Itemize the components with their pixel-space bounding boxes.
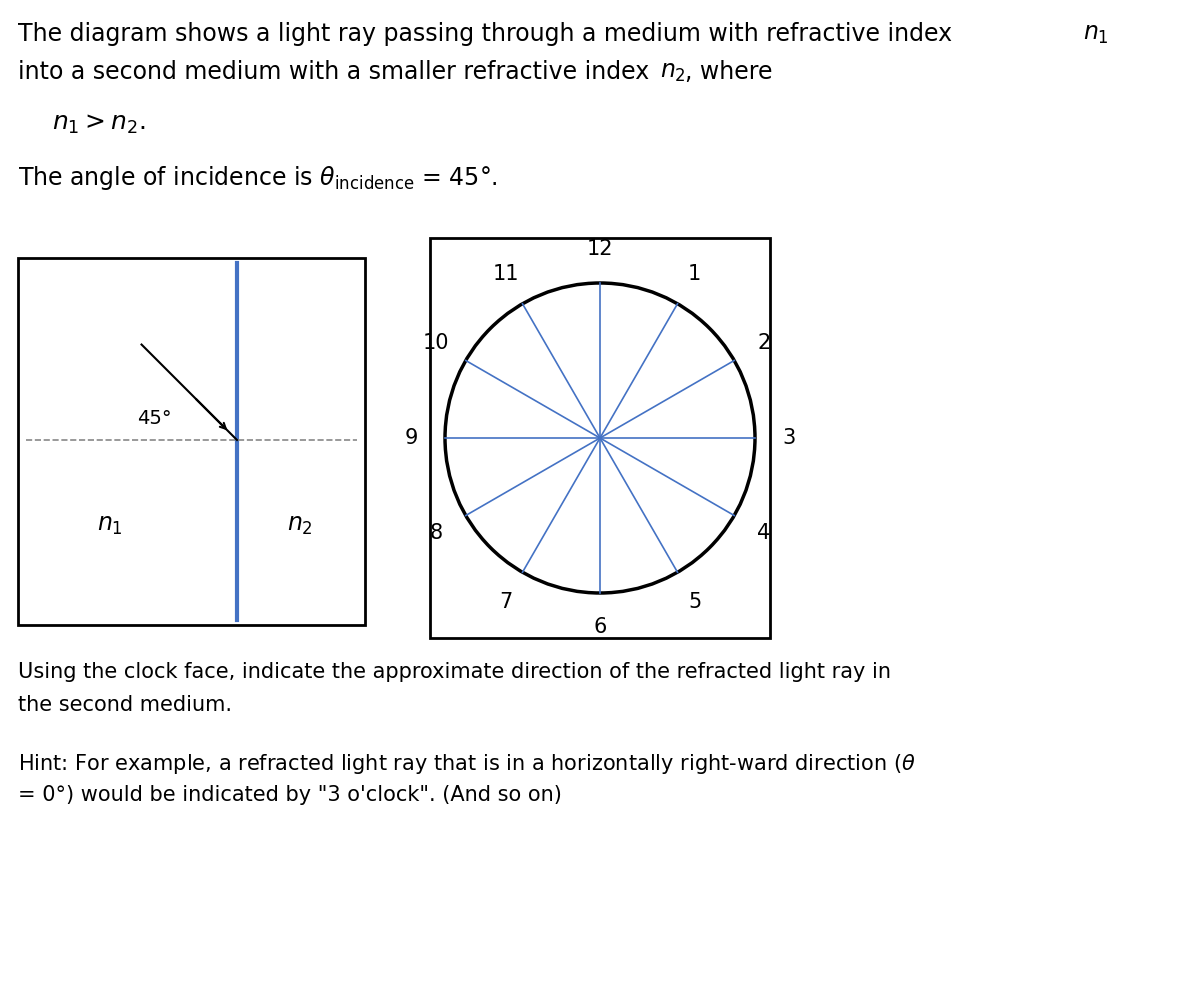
Text: 8: 8 bbox=[430, 522, 443, 542]
Bar bbox=[18, 258, 365, 625]
Text: $n_1 > n_2.$: $n_1 > n_2.$ bbox=[52, 112, 145, 136]
Text: $n_2$: $n_2$ bbox=[660, 60, 686, 84]
Text: $n_1$: $n_1$ bbox=[1084, 22, 1109, 46]
Text: Using the clock face, indicate the approximate direction of the refracted light : Using the clock face, indicate the appro… bbox=[18, 662, 890, 682]
Text: $n_2$: $n_2$ bbox=[287, 513, 313, 537]
Text: 9: 9 bbox=[404, 428, 418, 448]
Text: 5: 5 bbox=[688, 591, 701, 611]
Text: 7: 7 bbox=[499, 591, 512, 611]
Text: 2: 2 bbox=[757, 334, 770, 354]
Text: = 0°) would be indicated by "3 o'clock". (And so on): = 0°) would be indicated by "3 o'clock".… bbox=[18, 785, 562, 805]
Text: 45°: 45° bbox=[137, 409, 172, 428]
Circle shape bbox=[445, 283, 755, 593]
Text: 3: 3 bbox=[782, 428, 796, 448]
Text: the second medium.: the second medium. bbox=[18, 695, 232, 715]
Bar bbox=[430, 238, 770, 638]
Text: 6: 6 bbox=[593, 617, 607, 637]
Text: 12: 12 bbox=[587, 239, 613, 259]
Text: 10: 10 bbox=[422, 334, 450, 354]
Text: 11: 11 bbox=[492, 264, 518, 285]
Text: Hint: For example, a refracted light ray that is in a horizontally right-ward di: Hint: For example, a refracted light ray… bbox=[18, 752, 916, 776]
Text: The diagram shows a light ray passing through a medium with refractive index: The diagram shows a light ray passing th… bbox=[18, 22, 960, 46]
Text: 1: 1 bbox=[688, 264, 701, 285]
Text: $n_1$: $n_1$ bbox=[97, 513, 122, 537]
Text: The angle of incidence is $\theta_{\mathrm{incidence}}$ = 45°.: The angle of incidence is $\theta_{\math… bbox=[18, 164, 498, 192]
Text: 4: 4 bbox=[757, 522, 770, 542]
Text: into a second medium with a smaller refractive index: into a second medium with a smaller refr… bbox=[18, 60, 656, 84]
Text: , where: , where bbox=[685, 60, 773, 84]
